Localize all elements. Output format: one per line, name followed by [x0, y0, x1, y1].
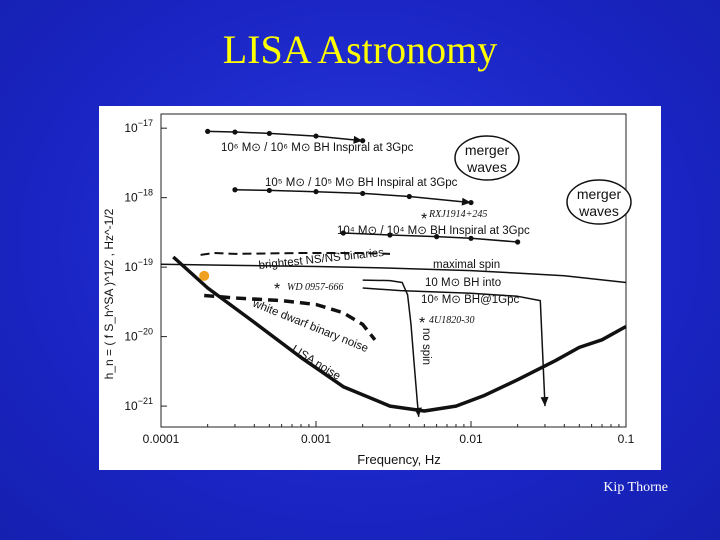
chart-panel: 0.0001 0.001 0.01 0.1 10−17 10−18 10−19 10−20 10…: [99, 106, 661, 470]
series-point-inspiral-1e4: [434, 234, 440, 240]
series-point-inspiral-1e4: [340, 230, 346, 236]
label-bh-into-2: 10⁶ M⊙ BH@1Gpc: [421, 294, 520, 306]
series-point-inspiral-1e6: [205, 128, 211, 134]
label-bh-into-1: 10 M⊙ BH into: [425, 277, 501, 289]
merger-1-line1: merger: [465, 142, 510, 158]
series-point-inspiral-1e5: [406, 193, 412, 200]
sensitivity-chart: 0.0001 0.001 0.01 0.1 10−17 10−18 10−19 10−20 10…: [102, 113, 635, 467]
x-tick-label: 0.1: [618, 432, 635, 446]
series-line-inspiral-1e5: [234, 188, 472, 204]
series-point-inspiral-1e4: [468, 235, 474, 241]
label-inspiral-1e6: 10⁶ M⊙ / 10⁶ M⊙ BH Inspiral at 3Gpc: [221, 142, 414, 154]
series-line-maximal-spin: [160, 263, 627, 284]
series-group: [160, 128, 627, 417]
arrowhead-inspiral-1e6: [353, 135, 363, 144]
x-tick-label: 0.01: [459, 432, 483, 446]
slide-title: LISA Astronomy: [222, 27, 498, 72]
label-wd-noise: white dwarf binary noise: [250, 297, 370, 355]
y-tick-label: 10−18: [124, 188, 153, 205]
series-point-inspiral-1e5: [360, 190, 366, 197]
y-tick-label: 10−20: [124, 327, 153, 344]
series-point-inspiral-1e6: [360, 138, 366, 144]
label-maximal-spin: maximal spin: [433, 259, 500, 271]
axis-ticks: 0.0001 0.001 0.01 0.1 10−17 10−18 10−19 10−20 10…: [124, 118, 634, 446]
series-point-inspiral-1e6: [313, 133, 319, 139]
series-point-inspiral-1e6: [232, 129, 238, 135]
plot-frame: [160, 113, 627, 428]
merger-box-2: merger waves: [566, 179, 632, 225]
x-axis-label: Frequency, Hz: [357, 452, 441, 467]
label-no-spin: no spin: [420, 328, 432, 365]
x-tick-label: 0.001: [301, 432, 331, 446]
series-point-inspiral-1e4: [387, 232, 393, 238]
credit-text: Kip Thorne: [603, 480, 668, 495]
label-inspiral-1e5: 10⁵ M⊙ / 10⁵ M⊙ BH Inspiral at 3Gpc: [265, 177, 458, 189]
series-line-bh-into: [362, 287, 546, 407]
merger-2-line2: waves: [578, 203, 619, 219]
series-line-wd-noise: [204, 293, 377, 341]
merger-2-line1: merger: [577, 186, 622, 202]
series-line-no-spin: [362, 279, 420, 417]
arrowhead-inspiral-1e5: [461, 197, 471, 206]
series-line-lisa-noise: [172, 255, 627, 413]
y-tick-label: 10−21: [124, 396, 153, 413]
merger-box-1: merger waves: [454, 135, 520, 181]
series-point-inspiral-1e5: [232, 187, 238, 193]
label-4u1820: 4U1820-30: [429, 315, 475, 326]
star-rxj: *: [421, 211, 427, 228]
y-tick-label: 10−17: [124, 118, 153, 135]
label-inspiral-1e4: 10⁴ M⊙ / 10⁴ M⊙ BH Inspiral at 3Gpc: [337, 225, 530, 237]
arrowhead-bh-into: [540, 396, 549, 407]
star-wd0957: *: [274, 281, 280, 298]
label-wd0957: WD 0957-666: [287, 282, 343, 293]
y-tick-label: 10−19: [124, 257, 153, 274]
series-point-inspiral-1e6: [266, 130, 272, 137]
star-4u1820: *: [419, 315, 425, 332]
series-point-inspiral-1e4: [515, 239, 521, 245]
orange-marker-point: [199, 270, 210, 281]
x-tick-label: 0.0001: [143, 432, 180, 446]
y-axis-label: h_n = ( f S_h^SA )^1/2 , Hz^-1/2: [102, 208, 116, 379]
series-line-inspiral-1e6: [207, 130, 363, 142]
series-point-inspiral-1e5: [266, 187, 272, 194]
label-rxj: RXJ1914+245: [428, 209, 487, 220]
series-point-inspiral-1e5: [313, 189, 319, 195]
label-lisa-noise: LISA noise: [289, 343, 342, 382]
merger-1-line2: waves: [466, 159, 507, 175]
